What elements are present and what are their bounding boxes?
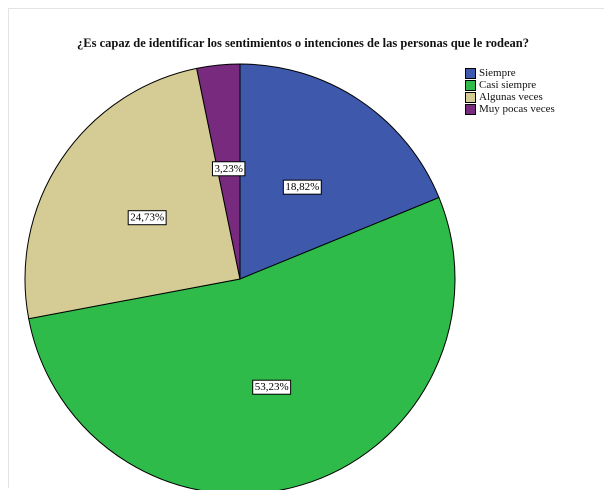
slice-data-label: 18,82%: [282, 179, 322, 195]
slice-data-label-box: [252, 379, 292, 395]
slice-data-label-text: 3,23%: [214, 163, 242, 175]
legend-entry: Casi siempre: [465, 79, 555, 91]
slice-data-label: 24,73%: [127, 210, 167, 226]
legend-entry: Muy pocas veces: [465, 103, 555, 115]
slice-data-label-text: 53,23%: [255, 381, 289, 393]
legend-entry: Siempre: [465, 67, 555, 79]
pie-slice-siempre: [239, 63, 440, 280]
pie-slice-algunas-veces: [24, 67, 241, 320]
legend-label: Siempre: [479, 67, 516, 79]
slice-data-label-box: [282, 179, 322, 195]
chart-title: ¿Es capaz de identificar los sentimiento…: [77, 36, 529, 50]
slice-data-label-text: 24,73%: [130, 212, 164, 224]
legend: Siempre Casi siempre Algunas veces Muy poca…: [465, 67, 555, 115]
legend-label: Algunas veces: [479, 91, 543, 103]
legend-swatch: [465, 103, 476, 115]
chart-border: [8, 8, 604, 488]
legend-label: Muy pocas veces: [479, 103, 555, 115]
slice-data-label: 3,23%: [211, 161, 246, 177]
slice-data-label-box: [211, 161, 246, 177]
legend-swatch: [465, 79, 476, 91]
slice-data-label: 53,23%: [252, 379, 292, 395]
pie-slice-casi-siempre: [28, 196, 456, 490]
legend-swatch: [465, 91, 476, 103]
slice-data-label-text: 18,82%: [285, 181, 319, 193]
slice-data-label-box: [127, 210, 167, 226]
legend-entry: Algunas veces: [465, 91, 555, 103]
legend-swatch: [465, 67, 476, 79]
legend-label: Casi siempre: [479, 79, 537, 91]
